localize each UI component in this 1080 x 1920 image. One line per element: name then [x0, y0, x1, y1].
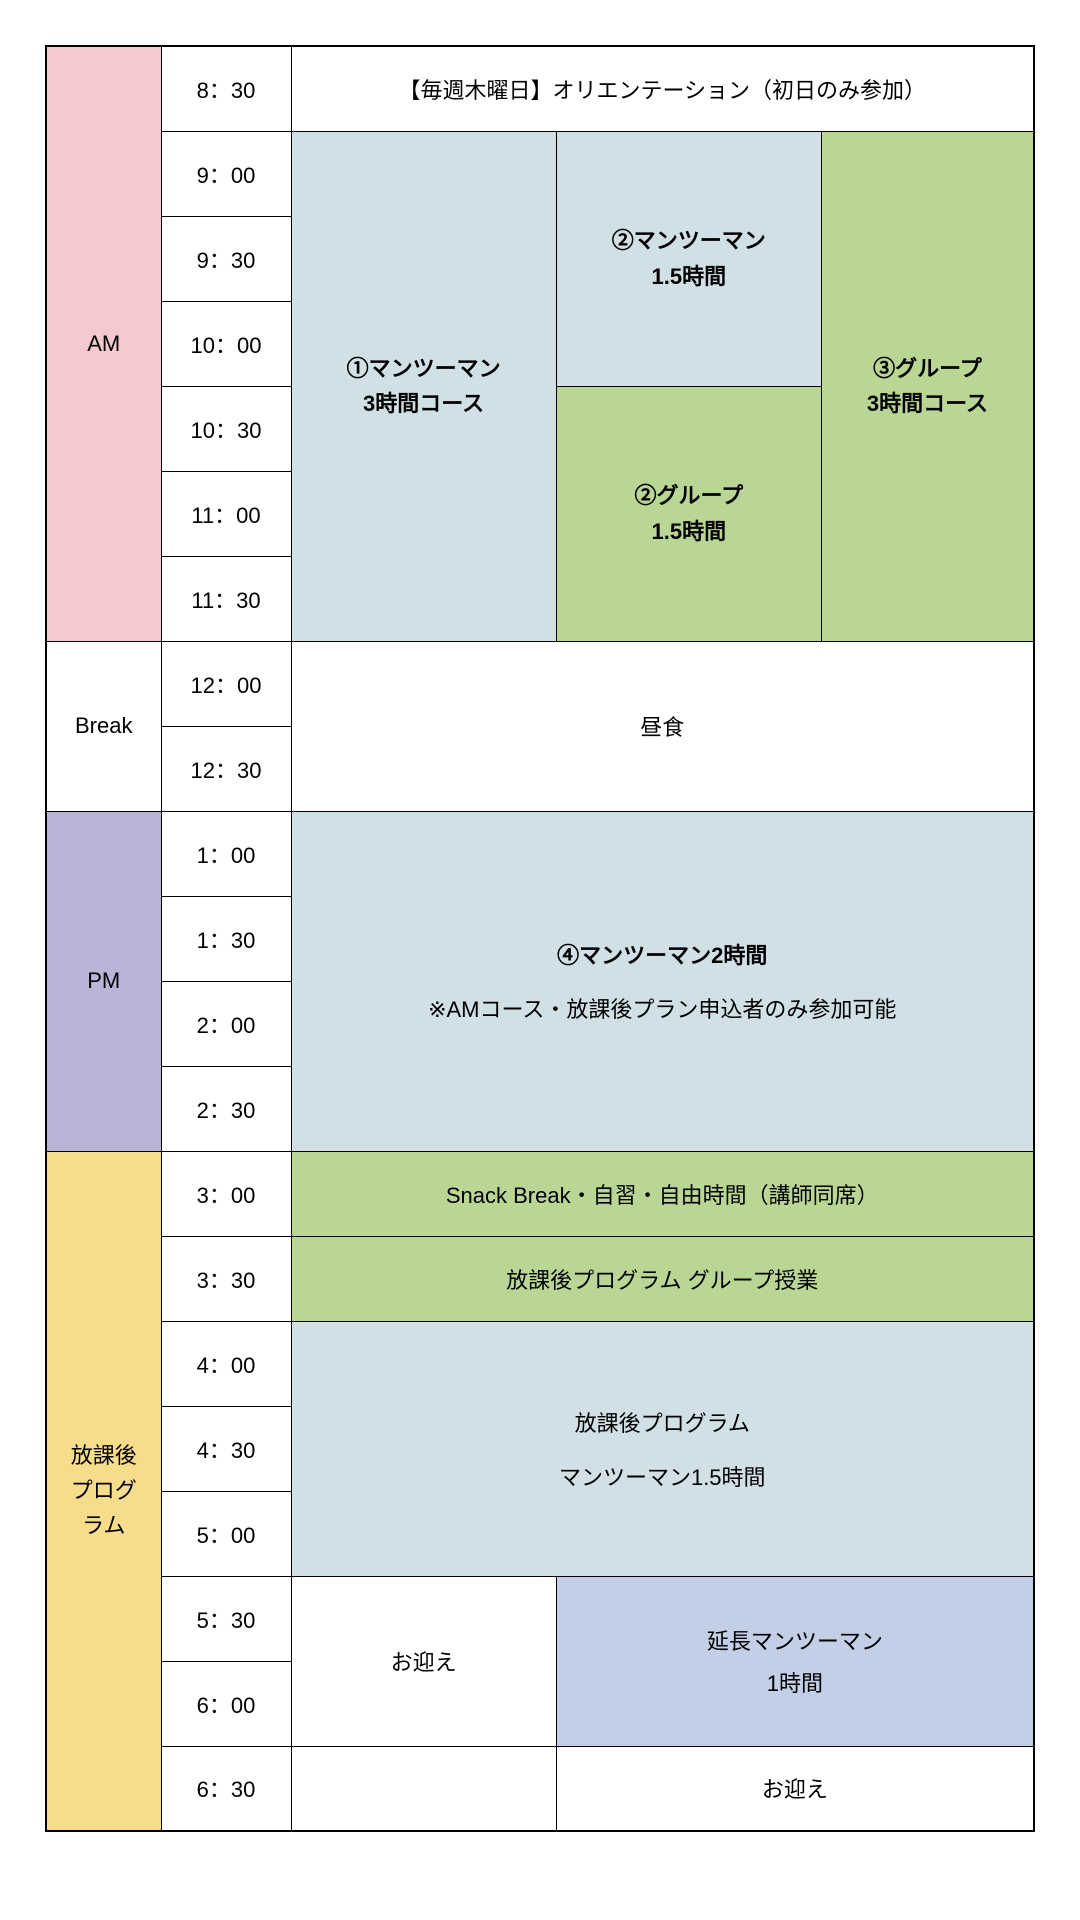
- after-group-cell: 放課後プログラム グループ授業: [291, 1236, 1034, 1321]
- period-after: 放課後プログラム: [46, 1151, 161, 1831]
- snack-cell: Snack Break・自習・自由時間（講師同席）: [291, 1151, 1034, 1236]
- time-cell: 9：00: [161, 131, 291, 216]
- time-cell: 10：30: [161, 386, 291, 471]
- time-cell: 4：00: [161, 1321, 291, 1406]
- after-man-sub: マンツーマン1.5時間: [296, 1460, 1030, 1492]
- course-4-title: ④マンツーマン2時間: [296, 938, 1030, 970]
- time-cell: 3：00: [161, 1151, 291, 1236]
- time-cell: 11：30: [161, 556, 291, 641]
- ext-sub: 1時間: [561, 1666, 1029, 1698]
- time-cell: 1：30: [161, 896, 291, 981]
- period-am: AM: [46, 46, 161, 641]
- time-cell: 11：00: [161, 471, 291, 556]
- period-pm: PM: [46, 811, 161, 1151]
- course-4: ④マンツーマン2時間 ※AMコース・放課後プラン申込者のみ参加可能: [291, 811, 1034, 1151]
- pickup-cell: お迎え: [291, 1576, 556, 1746]
- extension-cell: 延長マンツーマン 1時間: [556, 1576, 1034, 1746]
- time-cell: 6：00: [161, 1661, 291, 1746]
- course-2a: ②マンツーマン1.5時間: [556, 131, 821, 386]
- time-cell: 3：30: [161, 1236, 291, 1321]
- time-cell: 2：00: [161, 981, 291, 1066]
- time-cell: 5：00: [161, 1491, 291, 1576]
- orientation-cell: 【毎週木曜日】オリエンテーション（初日のみ参加）: [291, 46, 1034, 131]
- time-cell: 12：30: [161, 726, 291, 811]
- empty-cell: [291, 1746, 556, 1831]
- time-cell: 12：00: [161, 641, 291, 726]
- time-cell: 6：30: [161, 1746, 291, 1831]
- time-cell: 10：00: [161, 301, 291, 386]
- course-2b: ②グループ1.5時間: [556, 386, 821, 641]
- period-break: Break: [46, 641, 161, 811]
- course-3: ③グループ3時間コース: [821, 131, 1034, 641]
- time-cell: 4：30: [161, 1406, 291, 1491]
- lunch-cell: 昼食: [291, 641, 1034, 811]
- time-cell: 5：30: [161, 1576, 291, 1661]
- time-cell: 1：00: [161, 811, 291, 896]
- time-cell: 8：30: [161, 46, 291, 131]
- after-man-title: 放課後プログラム: [296, 1406, 1030, 1438]
- ext-title: 延長マンツーマン: [561, 1624, 1029, 1656]
- time-cell: 9：30: [161, 216, 291, 301]
- course-1: ①マンツーマン3時間コース: [291, 131, 556, 641]
- after-man-cell: 放課後プログラム マンツーマン1.5時間: [291, 1321, 1034, 1576]
- course-4-note: ※AMコース・放課後プラン申込者のみ参加可能: [296, 992, 1030, 1024]
- schedule-table: AM 8：30 【毎週木曜日】オリエンテーション（初日のみ参加） 9：00 ①マ…: [45, 45, 1035, 1832]
- pickup2-cell: お迎え: [556, 1746, 1034, 1831]
- time-cell: 2：30: [161, 1066, 291, 1151]
